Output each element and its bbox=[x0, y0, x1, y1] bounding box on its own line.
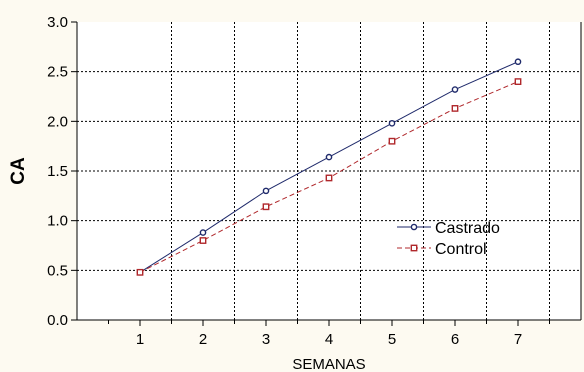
legend-marker-square bbox=[410, 244, 418, 252]
data-point-square bbox=[262, 203, 270, 211]
y-tick-label: 2.5 bbox=[47, 64, 68, 81]
data-point-circle bbox=[262, 187, 270, 195]
data-point-circle bbox=[325, 153, 333, 161]
legend-label: Castrado bbox=[435, 220, 500, 237]
series-group bbox=[136, 58, 522, 276]
data-point-circle bbox=[199, 229, 207, 236]
data-point-square bbox=[325, 174, 333, 182]
grid-lines bbox=[77, 22, 581, 320]
tick-labels: 1 2 3 4 5 6 7 0.0 0.5 1.0 1.5 2.0 2.5 3.0 bbox=[47, 14, 522, 348]
legend-label: Control bbox=[435, 241, 487, 258]
y-tick-label: 0.5 bbox=[47, 262, 68, 279]
x-tick-label: 1 bbox=[136, 331, 144, 348]
legend-marker-circle bbox=[410, 223, 418, 231]
data-point-circle bbox=[514, 58, 522, 66]
y-tick-label: 3.0 bbox=[47, 14, 68, 31]
x-axis-title: SEMANAS bbox=[292, 356, 365, 372]
axes bbox=[71, 21, 582, 326]
legend: Castrado Control bbox=[397, 220, 500, 258]
data-point-square bbox=[199, 237, 207, 244]
x-tick-label: 3 bbox=[262, 331, 270, 348]
y-axis-title: CA bbox=[8, 157, 29, 185]
x-tick-label: 6 bbox=[451, 331, 459, 348]
data-point-square bbox=[451, 105, 459, 112]
x-tick-label: 5 bbox=[388, 331, 396, 348]
y-tick-label: 1.0 bbox=[47, 213, 68, 230]
data-point-circle bbox=[388, 120, 396, 127]
data-point-square bbox=[136, 268, 144, 276]
x-tick-label: 2 bbox=[199, 331, 207, 348]
x-tick-label: 7 bbox=[514, 331, 522, 348]
y-tick-label: 2.0 bbox=[47, 113, 68, 130]
data-point-circle bbox=[451, 86, 459, 93]
x-tick-label: 4 bbox=[325, 331, 333, 348]
data-point-square bbox=[514, 78, 522, 86]
y-tick-label: 1.5 bbox=[47, 163, 68, 180]
y-tick-label: 0.0 bbox=[47, 312, 68, 329]
data-point-square bbox=[388, 137, 396, 145]
